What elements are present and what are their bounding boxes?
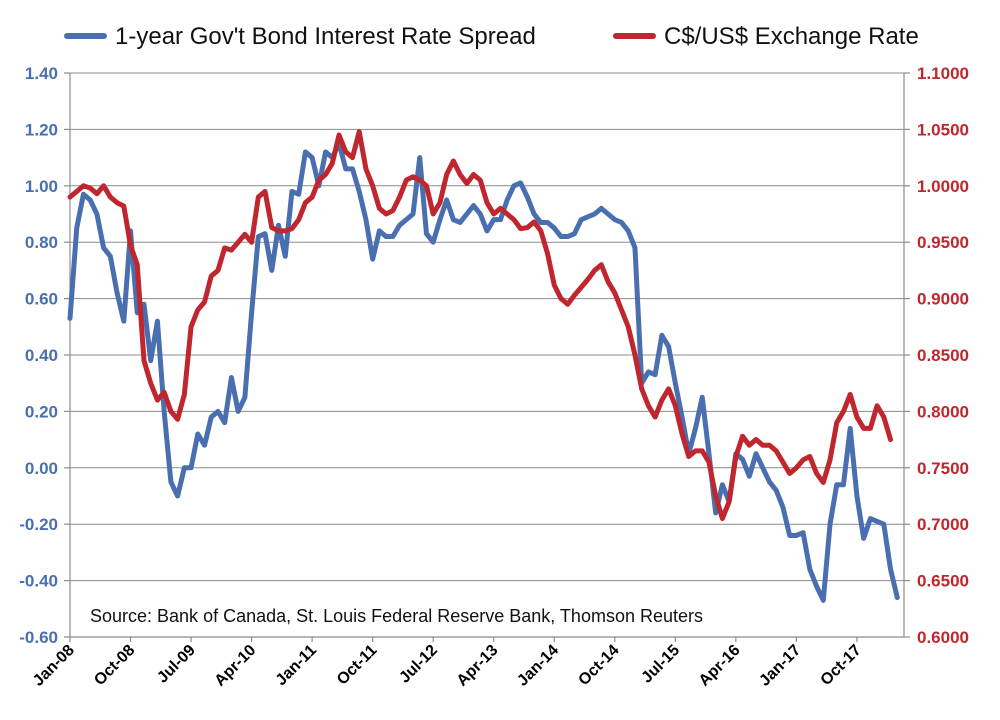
- left-tick-label: 0.60: [25, 290, 58, 309]
- legend-label-spread: 1-year Gov't Bond Interest Rate Spread: [115, 23, 536, 50]
- right-tick-label: 0.6000: [917, 628, 969, 647]
- x-tick-label: Oct-11: [334, 642, 381, 689]
- x-tick-label: Jan-11: [273, 642, 320, 689]
- x-tick-label: Oct-08: [91, 642, 138, 689]
- series-layer: [67, 129, 900, 603]
- right-axis-tick-labels: 0.6000 0.6500 0.7000 0.7500 0.8000 0.8500 0.90…: [904, 64, 969, 647]
- left-tick-label: 0.80: [25, 233, 58, 252]
- left-tick-label: 0.20: [25, 402, 58, 421]
- series-line-exchange-rate: [67, 129, 894, 522]
- left-tick-label: -0.60: [19, 628, 58, 647]
- right-tick-label: 0.9500: [917, 233, 969, 252]
- right-tick-label: 0.7500: [917, 459, 969, 478]
- right-tick-label: 1.1000: [917, 64, 969, 83]
- x-tick-label: Apr-10: [212, 642, 260, 690]
- source-annotation: Source: Bank of Canada, St. Louis Federa…: [90, 606, 703, 626]
- right-tick-label: 0.8500: [917, 346, 969, 365]
- left-tick-label: -0.40: [19, 572, 58, 591]
- right-tick-label: 1.0000: [917, 177, 969, 196]
- x-tick-label: Oct-14: [575, 642, 622, 689]
- x-tick-label: Jan-08: [30, 642, 78, 690]
- legend: 1-year Gov't Bond Interest Rate Spread C…: [64, 23, 919, 50]
- right-tick-label: 0.8000: [917, 402, 969, 421]
- left-tick-label: 1.40: [25, 64, 58, 83]
- x-tick-label: Jul-09: [154, 642, 199, 687]
- x-tick-label: Jul-15: [638, 642, 683, 687]
- left-axis-tick-labels: -0.60 -0.40 -0.20 0.00 0.20 0.40 0.60 0.80 1.00 1…: [19, 64, 70, 647]
- left-tick-label: -0.20: [19, 515, 58, 534]
- left-tick-label: 1.20: [25, 120, 58, 139]
- x-tick-label: Jan-17: [756, 642, 804, 690]
- right-tick-label: 0.9000: [917, 290, 969, 309]
- x-tick-label: Apr-16: [696, 642, 744, 690]
- x-tick-label: Jan-14: [514, 642, 562, 690]
- left-tick-label: 1.00: [25, 177, 58, 196]
- right-tick-label: 1.0500: [917, 120, 969, 139]
- x-axis-tick-labels: Jan-08 Oct-08 Jul-09 Apr-10 Jan-11 Oct-11 Jul-…: [30, 637, 865, 690]
- right-tick-label: 0.7000: [917, 515, 969, 534]
- series-line-interest-rate-spread: [67, 141, 900, 603]
- x-tick-label: Apr-13: [454, 642, 502, 690]
- grid-layer: [70, 72, 904, 582]
- right-tick-label: 0.6500: [917, 572, 969, 591]
- left-tick-label: 0.00: [25, 459, 58, 478]
- x-tick-label: Oct-17: [818, 642, 865, 689]
- legend-label-exchange-rate: C$/US$ Exchange Rate: [664, 23, 919, 50]
- left-tick-label: 0.40: [25, 346, 58, 365]
- x-tick-label: Jul-12: [396, 642, 441, 687]
